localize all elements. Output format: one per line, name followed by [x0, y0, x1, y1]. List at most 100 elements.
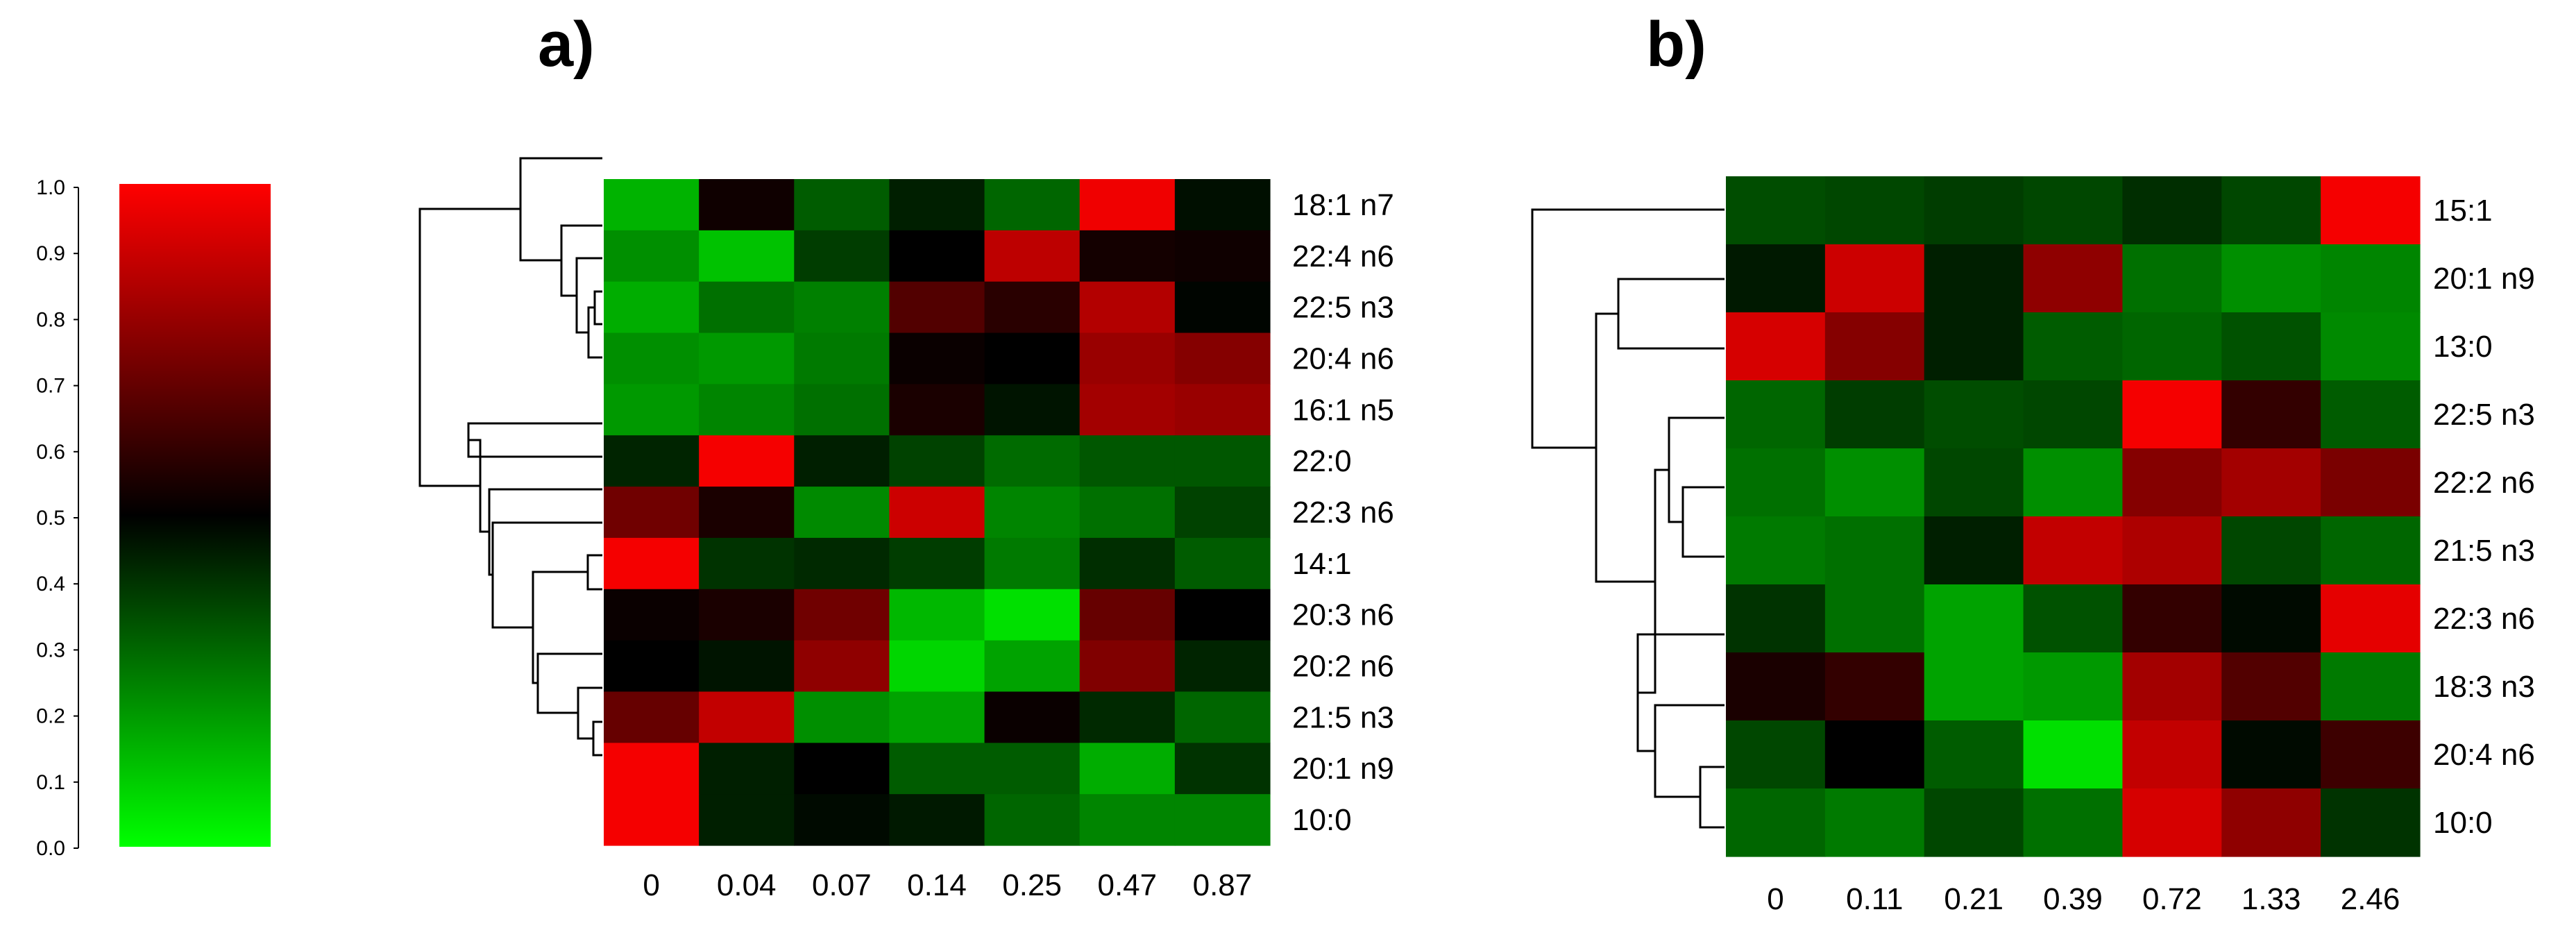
heatmap-b-cell-r2-c5 — [2221, 312, 2321, 381]
heatmap-a — [604, 179, 1271, 846]
heatmap-b-cell-r6-c4 — [2122, 584, 2222, 653]
heatmap-a-cell-r6-c0 — [604, 487, 700, 539]
heatmap-b-row-label: 21:5 n3 — [2433, 534, 2535, 568]
heatmap-b-row-label: 15:1 — [2433, 194, 2493, 228]
heatmap-a-cell-r3-c2 — [794, 332, 890, 385]
heatmap-a-cell-r8-c6 — [1174, 589, 1271, 641]
heatmap-b-cell-r6-c5 — [2221, 584, 2321, 653]
heatmap-a-cell-r2-c0 — [604, 281, 700, 334]
heatmap-b-cell-r8-c1 — [1824, 720, 1925, 789]
heatmap-b-column-label: 2.46 — [2341, 882, 2400, 916]
heatmap-b-cell-r6-c6 — [2321, 584, 2421, 653]
heatmap-b-cell-r4-c5 — [2221, 448, 2321, 517]
heatmap-b-cell-r7-c3 — [2023, 652, 2124, 721]
heatmap-b-row-label: 20:1 n9 — [2433, 262, 2535, 296]
heatmap-a-column-label: 0 — [643, 868, 659, 902]
heatmap-b-cell-r2-c3 — [2023, 312, 2124, 381]
heatmap-b-cell-r2-c4 — [2122, 312, 2222, 381]
heatmap-a-cell-r7-c2 — [794, 537, 890, 590]
heatmap-b-cell-r5-c4 — [2122, 516, 2222, 585]
heatmap-b-cell-r3-c4 — [2122, 380, 2222, 449]
heatmap-a-cell-r11-c2 — [794, 743, 890, 795]
heatmap-a-cell-r10-c2 — [794, 691, 890, 743]
heatmap-a-cell-r3-c3 — [889, 332, 985, 385]
heatmap-a-cell-r0-c2 — [794, 179, 890, 231]
color-scale-tick-label: 0.7 — [36, 375, 65, 398]
heatmap-a-row-label: 21:5 n3 — [1292, 700, 1394, 734]
heatmap-a-cell-r8-c2 — [794, 589, 890, 641]
heatmap-a-cell-r0-c3 — [889, 179, 985, 231]
heatmap-a-column-label: 0.04 — [717, 868, 777, 902]
heatmap-b-cell-r8-c5 — [2221, 720, 2321, 789]
heatmap-a-cell-r9-c5 — [1079, 640, 1176, 693]
heatmap-a-row-label: 16:1 n5 — [1292, 393, 1394, 427]
color-scale-tick-label: 0.0 — [36, 837, 65, 860]
heatmap-a-cell-r8-c1 — [699, 589, 795, 641]
heatmap-b-cell-r0-c6 — [2321, 176, 2421, 245]
heatmap-a-cell-r1-c2 — [794, 230, 890, 282]
heatmap-a-cell-r1-c5 — [1079, 230, 1176, 282]
heatmap-a-cell-r5-c5 — [1079, 435, 1176, 487]
heatmap-b-cell-r6-c3 — [2023, 584, 2124, 653]
heatmap-b-cell-r3-c0 — [1726, 380, 1826, 449]
heatmap-a-cell-r9-c1 — [699, 640, 795, 693]
heatmap-a-row-label: 14:1 — [1292, 547, 1352, 581]
heatmap-a-cell-r2-c4 — [984, 281, 1081, 334]
heatmap-b-cell-r0-c1 — [1824, 176, 1925, 245]
color-scale-tick-label: 1.0 — [36, 176, 65, 199]
heatmap-b-cell-r6-c0 — [1726, 584, 1826, 653]
heatmap-b-cell-r2-c2 — [1924, 312, 2024, 381]
heatmap-a-cell-r11-c5 — [1079, 743, 1176, 795]
heatmap-a-cell-r5-c6 — [1174, 435, 1271, 487]
heatmap-b-cell-r7-c5 — [2221, 652, 2321, 721]
heatmap-b-row-label: 22:3 n6 — [2433, 602, 2535, 636]
heatmap-b-cell-r4-c1 — [1824, 448, 1925, 517]
heatmap-b-cell-r1-c0 — [1726, 244, 1826, 313]
heatmap-a-row-label: 20:4 n6 — [1292, 341, 1394, 375]
heatmap-a-cell-r2-c6 — [1174, 281, 1271, 334]
heatmap-b-cell-r4-c2 — [1924, 448, 2024, 517]
heatmap-a-cell-r3-c6 — [1174, 332, 1271, 385]
heatmap-a-cell-r4-c6 — [1174, 384, 1271, 436]
heatmap-a-row-label: 20:1 n9 — [1292, 752, 1394, 786]
heatmap-b-cell-r6-c2 — [1924, 584, 2024, 653]
heatmap-a-cell-r11-c3 — [889, 743, 985, 795]
heatmap-b-column-label: 0.72 — [2142, 882, 2202, 916]
heatmap-a-cell-r2-c5 — [1079, 281, 1176, 334]
heatmap-a-cell-r9-c6 — [1174, 640, 1271, 693]
heatmap-b-cell-r1-c1 — [1824, 244, 1925, 313]
heatmap-a-row-labels: 18:1 n7 22:4 n6 22:5 n3 20:4 n6 16:1 n5 22:0 2… — [1292, 188, 1394, 837]
color-scale-ticks: 0.0 0.1 0.2 0.3 0.4 0.5 0.6 0.7 0.8 0.9 1.0 — [36, 176, 78, 860]
heatmap-a-cell-r4-c2 — [794, 384, 890, 436]
heatmap-a-cell-r5-c2 — [794, 435, 890, 487]
heatmap-b-column-label: 0.21 — [1944, 882, 2003, 916]
heatmap-a-cell-r0-c6 — [1174, 179, 1271, 231]
heatmap-a-cell-r7-c3 — [889, 537, 985, 590]
heatmap-b-row-label: 22:2 n6 — [2433, 466, 2535, 500]
heatmap-b-cell-r8-c4 — [2122, 720, 2222, 789]
heatmap-a-cell-r7-c5 — [1079, 537, 1176, 590]
heatmap-a-cell-r3-c4 — [984, 332, 1081, 385]
heatmap-a-cell-r10-c1 — [699, 691, 795, 743]
heatmap-b-cell-r9-c1 — [1824, 788, 1925, 857]
heatmap-a-cell-r11-c0 — [604, 743, 700, 795]
heatmap-a-cell-r6-c4 — [984, 487, 1081, 539]
heatmap-b-column-label: 1.33 — [2242, 882, 2301, 916]
heatmap-a-cell-r1-c0 — [604, 230, 700, 282]
heatmap-b-cell-r4-c0 — [1726, 448, 1826, 517]
heatmap-a-row-label: 20:3 n6 — [1292, 598, 1394, 632]
heatmap-a-cell-r2-c3 — [889, 281, 985, 334]
color-scale-bar — [119, 184, 271, 847]
heatmap-a-cell-r11-c6 — [1174, 743, 1271, 795]
heatmap-b-column-label: 0 — [1767, 882, 1783, 916]
heatmap-a-row-label: 18:1 n7 — [1292, 188, 1394, 222]
heatmap-b-cell-r0-c0 — [1726, 176, 1826, 245]
heatmap-b-cell-r3-c5 — [2221, 380, 2321, 449]
heatmap-a-cell-r8-c5 — [1079, 589, 1176, 641]
heatmap-a-column-label: 0.14 — [907, 868, 967, 902]
heatmap-b-cell-r0-c2 — [1924, 176, 2024, 245]
heatmap-a-cell-r12-c4 — [984, 794, 1081, 846]
heatmap-a-cell-r4-c4 — [984, 384, 1081, 436]
heatmap-b-cell-r2-c6 — [2321, 312, 2421, 381]
heatmap-a-cell-r9-c0 — [604, 640, 700, 693]
